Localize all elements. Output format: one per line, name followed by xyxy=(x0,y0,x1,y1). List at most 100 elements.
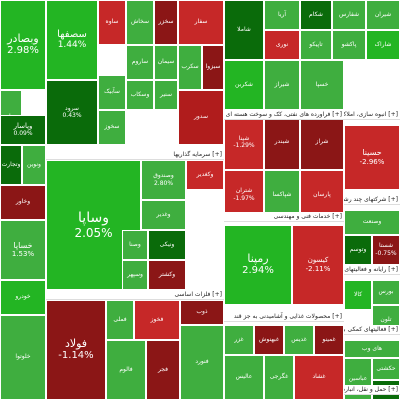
tile-change: -1.29% xyxy=(233,142,255,149)
treemap-tile[interactable]: فجر xyxy=(146,340,180,400)
treemap-tile[interactable]: شتران -1.97% xyxy=(224,170,264,220)
treemap-tile[interactable]: رمپنا 2.94% xyxy=(224,225,292,305)
treemap-tile[interactable]: سیمان xyxy=(154,45,178,80)
treemap-tile[interactable]: وسپهر xyxy=(122,260,148,290)
treemap-tile[interactable]: وصنا xyxy=(122,230,148,260)
treemap-tile[interactable]: فالوم xyxy=(106,340,146,400)
treemap-tile[interactable]: ساوه xyxy=(98,0,126,45)
treemap-tile[interactable]: تاپیکو xyxy=(300,30,332,60)
tile-symbol: فالوم xyxy=(119,365,133,373)
tile-symbol: سصفها xyxy=(57,28,87,40)
treemap-tile[interactable]: ونیکی xyxy=(148,230,186,260)
sector-header[interactable]: [+] خدمات فنی و مهندسی xyxy=(224,212,344,222)
treemap-tile[interactable]: شاراک xyxy=(366,30,400,60)
treemap-tile[interactable]: فملی xyxy=(106,300,134,340)
treemap-tile[interactable]: سآبیک xyxy=(98,75,126,110)
treemap-tile[interactable]: غزر xyxy=(224,325,254,355)
treemap-tile[interactable]: سفار xyxy=(178,0,224,45)
treemap-tile[interactable]: ساروم xyxy=(126,45,154,80)
treemap-tile[interactable]: وبصادر 2.98% xyxy=(0,0,46,90)
treemap-tile[interactable]: شاملا xyxy=(224,0,264,60)
treemap-tile[interactable]: سخزر xyxy=(154,0,178,45)
treemap-tile[interactable]: های وب xyxy=(344,340,400,358)
treemap-tile[interactable]: سکرب xyxy=(178,45,202,90)
treemap-tile[interactable]: شراز xyxy=(300,115,344,170)
treemap-tile[interactable]: وغدیر xyxy=(141,200,186,230)
tile-symbol: شپاکسا xyxy=(272,190,292,198)
treemap-tile[interactable]: فولاد -1.14% xyxy=(46,300,106,400)
treemap-tile[interactable]: شستا -0.75% xyxy=(372,235,400,265)
treemap-tile[interactable]: وپاسار 0.09% xyxy=(0,115,46,145)
tile-symbol: فخوز xyxy=(150,315,164,323)
treemap-tile[interactable]: سخاش xyxy=(126,0,154,45)
treemap-tile[interactable]: غدیس xyxy=(284,325,314,355)
tile-symbol: سکرب xyxy=(181,63,199,71)
tile-symbol: بورس xyxy=(378,288,394,296)
sector-header[interactable]: [+] محصولات غذایی و آشامیدنی به جز قند xyxy=(224,312,344,322)
treemap-tile[interactable]: وسکاب xyxy=(126,80,154,110)
tile-symbol: سآبیک xyxy=(104,88,120,96)
tile-symbol: غمینو xyxy=(322,335,336,343)
treemap-tile[interactable]: پارسان xyxy=(300,170,344,220)
treemap-tile[interactable]: بورس xyxy=(372,280,400,305)
treemap-tile[interactable]: خساپا 1.53% xyxy=(0,220,46,280)
sector-header[interactable]: [+] رایانه و فعالیتهای وابسته xyxy=(344,265,400,275)
sector-header[interactable]: [+] سرمایه گذاریها xyxy=(46,150,224,160)
treemap-tile[interactable]: وصندوق 2.80% xyxy=(141,160,186,200)
treemap-tile[interactable]: نوری xyxy=(264,30,300,60)
treemap-tile[interactable]: شکربن xyxy=(224,60,264,110)
treemap-tile[interactable]: وتوسم xyxy=(344,235,372,265)
tile-change: -2.96% xyxy=(359,157,385,166)
treemap-tile[interactable]: سبزوا xyxy=(202,45,224,90)
treemap-tile[interactable]: خسپا xyxy=(300,60,344,110)
treemap-tile[interactable]: عالیس xyxy=(224,355,264,400)
sector-header[interactable]: [+] فعالیتهای کمکی به xyxy=(344,325,400,335)
tile-symbol: وسکاب xyxy=(130,90,150,98)
treemap-tile[interactable]: وخاور xyxy=(0,185,46,220)
treemap-tile[interactable]: خودرو xyxy=(0,280,46,315)
treemap-tile[interactable]: سرود 0.43% xyxy=(46,80,98,145)
sector-header[interactable]: [+] انبوه سازی، املاک و مستغلات xyxy=(344,110,400,120)
tile-symbol: خسپا xyxy=(315,80,329,88)
treemap-tile[interactable]: سخوز xyxy=(98,110,126,145)
tile-symbol: سنیر xyxy=(160,90,172,98)
sector-header[interactable]: [+] فراورده های نفتی، کک و سوخت هسته ای xyxy=(224,110,344,120)
treemap-tile[interactable]: ونوین xyxy=(22,145,46,185)
treemap-tile[interactable]: غمینو xyxy=(314,325,344,355)
treemap-tile[interactable]: شیراز xyxy=(264,60,300,110)
sector-header[interactable]: [+] حمل و نقل، انبارداری و ارتباطات xyxy=(344,385,400,395)
treemap-tile[interactable]: فخوز xyxy=(134,300,180,340)
treemap-tile[interactable]: شپنا -1.29% xyxy=(224,115,264,170)
tile-symbol: سخاش xyxy=(130,18,150,26)
treemap-tile[interactable]: وکشتر xyxy=(148,260,186,290)
treemap-tile[interactable]: آریا xyxy=(264,0,300,30)
sector-header[interactable]: [+] فلزات اساسی xyxy=(46,290,224,300)
treemap-tile[interactable]: فنورد xyxy=(180,325,224,400)
treemap-tile[interactable]: غشاد xyxy=(294,355,344,400)
treemap-tile[interactable]: کیسون -2.11% xyxy=(292,225,344,305)
treemap-tile[interactable]: کالا xyxy=(344,280,372,310)
treemap-tile[interactable]: شیران xyxy=(366,0,400,30)
tile-symbol: پارسان xyxy=(313,190,331,198)
treemap-tile[interactable]: وصنعت xyxy=(344,210,400,235)
treemap-tile[interactable]: پاکشو xyxy=(332,30,366,60)
treemap-tile[interactable]: ذوب xyxy=(180,300,224,325)
treemap-tile[interactable]: شبندر xyxy=(264,115,300,170)
treemap-tile[interactable]: وتجارت xyxy=(0,145,22,185)
tile-symbol: عباسین xyxy=(348,374,368,382)
treemap-tile[interactable]: حسینا -2.96% xyxy=(344,125,400,190)
sector-header[interactable]: [+] شرکتهای چند رشته xyxy=(344,195,400,205)
treemap-tile[interactable]: سصفها 1.44% xyxy=(46,0,98,80)
treemap-tile[interactable]: شفارس xyxy=(332,0,366,30)
treemap-tile[interactable]: شکام xyxy=(300,0,332,30)
treemap-tile[interactable]: سنیر xyxy=(154,80,178,110)
tile-symbol: حکشتی xyxy=(376,364,396,372)
treemap-tile[interactable]: سدور xyxy=(178,90,224,145)
treemap-tile[interactable]: غگرجی xyxy=(264,355,294,400)
treemap-tile[interactable]: وکغدیر xyxy=(186,160,224,190)
treemap-tile[interactable]: شپاکسا xyxy=(264,170,300,220)
treemap-tile[interactable]: خلوتوا xyxy=(0,315,46,400)
treemap-tile[interactable]: غبهنوش xyxy=(254,325,284,355)
treemap-tile[interactable]: حکشتی xyxy=(372,358,400,380)
